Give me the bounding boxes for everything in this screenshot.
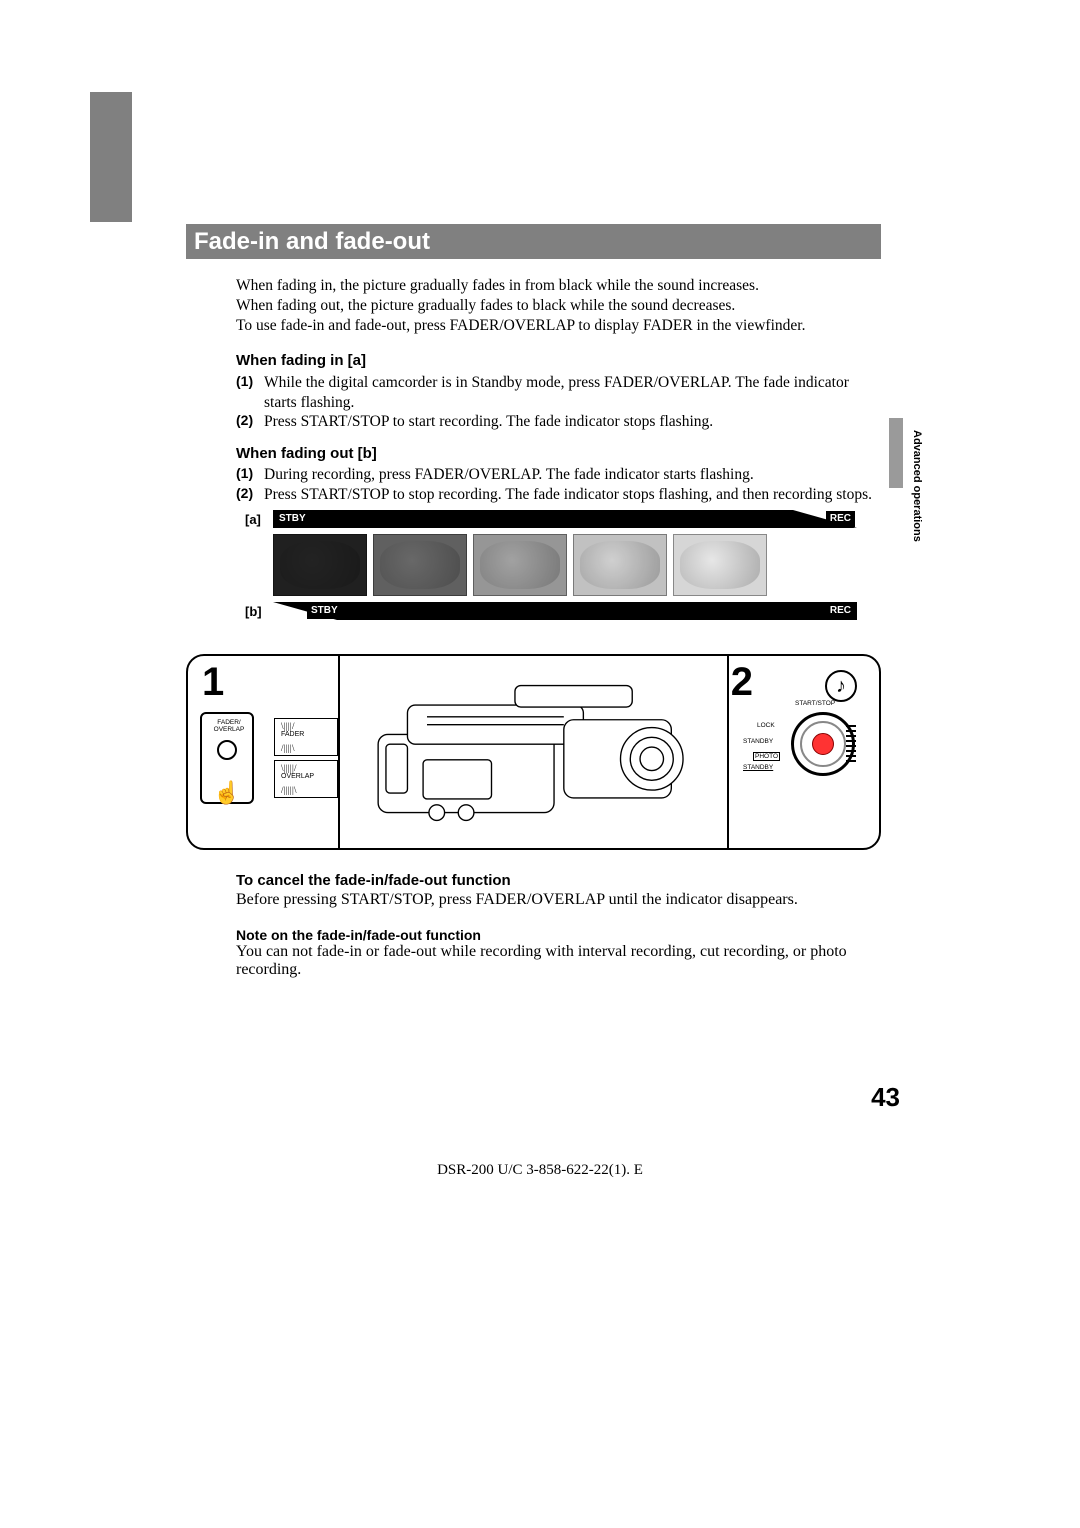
divider bbox=[338, 656, 340, 848]
thumbnail bbox=[273, 534, 367, 596]
label-standby-underline: STANDBY bbox=[743, 764, 773, 771]
chapter-side-label: Advanced operations bbox=[911, 430, 923, 542]
step: (1) While the digital camcorder is in St… bbox=[236, 373, 881, 413]
step-callout-2: 2 bbox=[731, 660, 753, 705]
steps-fade-out: (1) During recording, press FADER/OVERLA… bbox=[236, 465, 881, 505]
thumbnail bbox=[373, 534, 467, 596]
row-label: [a] bbox=[245, 512, 273, 527]
mini-viewfinder: \ | | | | | / OVERLAP / | | | | | \ bbox=[274, 760, 338, 798]
subheading-fade-in: When fading in [a] bbox=[236, 351, 881, 370]
footer-text: DSR-200 U/C 3-858-622-22(1). E bbox=[0, 1162, 1080, 1179]
page-number: 43 bbox=[871, 1082, 900, 1113]
step-number: (2) bbox=[236, 412, 264, 432]
note-text: You can not fade-in or fade-out while re… bbox=[236, 943, 881, 979]
camcorder-diagram: 1 2 ♪ \ | | | | / FADER / | | | | \ \ | … bbox=[186, 654, 881, 850]
intro-line: When fading out, the picture gradually f… bbox=[236, 297, 735, 314]
music-note-icon: ♪ bbox=[825, 670, 857, 702]
badge-rec: REC bbox=[826, 603, 855, 619]
record-button-icon bbox=[812, 733, 834, 755]
thumbnail bbox=[573, 534, 667, 596]
label-lock: LOCK bbox=[757, 722, 775, 729]
hand-press-icon: ☝ bbox=[213, 780, 240, 806]
fader-overlap-button: FADER/ OVERLAP ☝ bbox=[200, 712, 254, 804]
section-banner: Fade-in and fade-out bbox=[186, 224, 881, 259]
button-circle bbox=[217, 740, 237, 760]
camcorder-art bbox=[366, 666, 703, 838]
steps-fade-in: (1) While the digital camcorder is in St… bbox=[236, 373, 881, 432]
step-number: (2) bbox=[236, 485, 264, 505]
cancel-section: To cancel the fade-in/fade-out function … bbox=[236, 866, 881, 979]
fade-strip: STBY REC bbox=[273, 510, 857, 528]
step-number: (1) bbox=[236, 465, 264, 485]
row-label: [b] bbox=[245, 604, 273, 619]
step-callout-1: 1 bbox=[202, 660, 224, 705]
fade-row-b: [b] STBY REC bbox=[245, 602, 857, 620]
step-text: Press START/STOP to stop recording. The … bbox=[264, 485, 881, 505]
fade-illustration: [a] STBY REC [b] bbox=[245, 510, 857, 626]
step-text: During recording, press FADER/OVERLAP. T… bbox=[264, 465, 881, 485]
intro-paragraph: When fading in, the picture gradually fa… bbox=[236, 276, 881, 335]
thumbnail bbox=[673, 534, 767, 596]
fade-strip: STBY REC bbox=[273, 602, 857, 620]
label-photo: PHOTO bbox=[753, 752, 780, 761]
panel-fader-button: \ | | | | / FADER / | | | | \ \ | | | | … bbox=[200, 712, 326, 804]
button-label: FADER/ OVERLAP bbox=[206, 720, 252, 733]
step: (2) Press START/STOP to stop recording. … bbox=[236, 485, 881, 505]
note-heading: Note on the fade-in/fade-out function bbox=[236, 927, 881, 943]
step-text: Press START/STOP to start recording. The… bbox=[264, 412, 881, 432]
badge-stby: STBY bbox=[307, 603, 342, 619]
content-column: When fading in, the picture gradually fa… bbox=[236, 276, 881, 517]
step: (2) Press START/STOP to start recording.… bbox=[236, 412, 881, 432]
subheading-fade-out: When fading out [b] bbox=[236, 444, 881, 463]
thumbnail-row bbox=[273, 534, 857, 596]
step-number: (1) bbox=[236, 373, 264, 413]
label-standby: STANDBY bbox=[743, 738, 773, 745]
cancel-text: Before pressing START/STOP, press FADER/… bbox=[236, 891, 881, 909]
intro-line: When fading in, the picture gradually fa… bbox=[236, 277, 759, 294]
banner-title: Fade-in and fade-out bbox=[194, 228, 430, 255]
label-overlap: OVERLAP bbox=[281, 773, 314, 780]
manual-page: Fade-in and fade-out When fading in, the… bbox=[0, 0, 1080, 1528]
label-start-stop: START/STOP bbox=[795, 700, 835, 707]
label-fader: FADER bbox=[281, 731, 304, 738]
step: (1) During recording, press FADER/OVERLA… bbox=[236, 465, 881, 485]
intro-line: To use fade-in and fade-out, press FADER… bbox=[236, 317, 805, 334]
side-tab bbox=[90, 92, 132, 222]
panel-start-stop: START/STOP LOCK STANDBY PHOTO STANDBY bbox=[739, 712, 869, 776]
subheading-cancel: To cancel the fade-in/fade-out function bbox=[236, 872, 881, 889]
badge-rec: REC bbox=[826, 511, 855, 527]
thumbnail bbox=[473, 534, 567, 596]
start-stop-dial bbox=[791, 712, 855, 776]
badge-stby: STBY bbox=[275, 511, 310, 527]
divider bbox=[727, 656, 729, 848]
step-text: While the digital camcorder is in Standb… bbox=[264, 373, 881, 413]
mini-viewfinder: \ | | | | / FADER / | | | | \ bbox=[274, 718, 338, 756]
chapter-side-bar bbox=[889, 418, 903, 488]
fade-row-a: [a] STBY REC bbox=[245, 510, 857, 528]
